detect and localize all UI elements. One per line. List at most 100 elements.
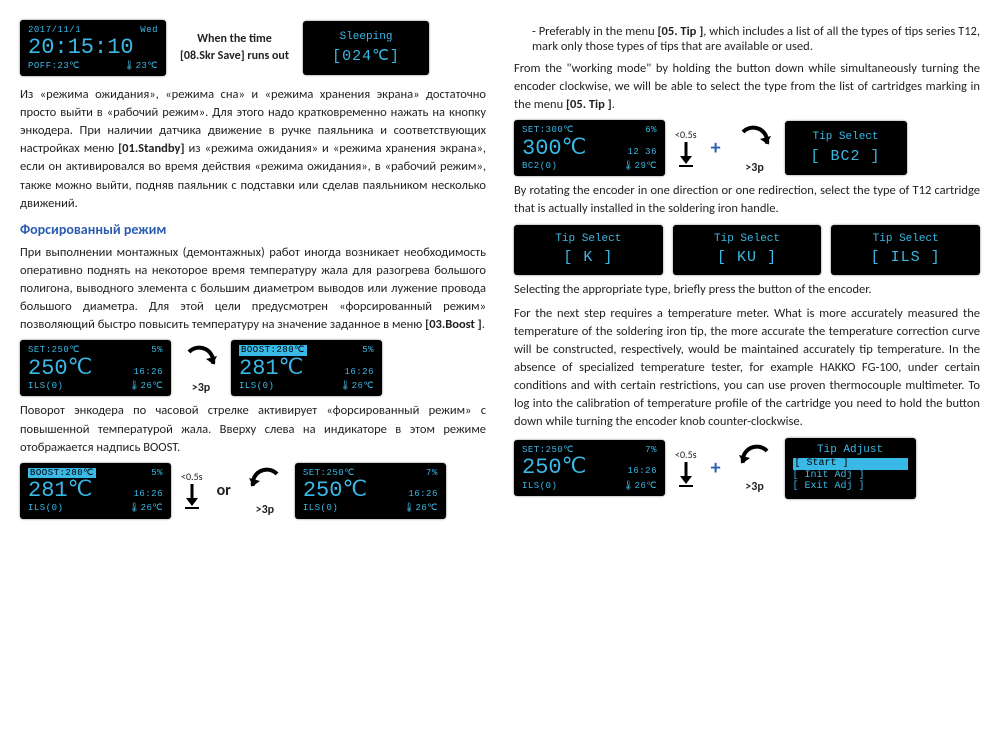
t: ILS(0) bbox=[239, 381, 274, 391]
t: [ KU ] bbox=[677, 249, 818, 266]
t: 250℃ bbox=[28, 356, 92, 381]
lcd-select-after: Tip Select [ BC2 ] bbox=[785, 121, 907, 175]
para-calibration: For the next step requires a temperature… bbox=[514, 305, 980, 432]
para-standby-bold: [01.Standby] bbox=[118, 141, 184, 156]
t: 16:26 bbox=[133, 489, 163, 499]
para-boost-b: . bbox=[482, 317, 485, 332]
t: SET:250℃ bbox=[303, 468, 355, 478]
t: 🌡26℃ bbox=[129, 381, 163, 391]
curved-arrow-cw-icon bbox=[735, 122, 775, 162]
t: [ Init Adj ] bbox=[793, 470, 908, 482]
lcd-exit-after: SET:250℃7% 250℃16:26 ILS(0)🌡26℃ bbox=[295, 463, 446, 519]
adj-press: <0.5s bbox=[675, 449, 697, 488]
lcd-clock: 2017/11/1 Wed 20:15:10 POFF:23℃ 🌡23℃ bbox=[20, 20, 166, 76]
t: 7% bbox=[426, 468, 438, 478]
header-caption-l1: When the time bbox=[197, 32, 272, 46]
t: 🌡26℃ bbox=[404, 503, 438, 513]
boost-arrow-label: >3p bbox=[192, 382, 211, 395]
t: BC2(0) bbox=[522, 161, 557, 171]
t: 🌡26℃ bbox=[340, 381, 374, 391]
lcd-time: 20:15:10 bbox=[28, 35, 158, 60]
section-title-boost: Форсированный режим bbox=[20, 221, 486, 238]
press-arrow: <0.5s bbox=[181, 471, 203, 510]
lcd-sleeping-l2: [024℃] bbox=[311, 48, 421, 65]
para-rotate-select: By rotating the encoder in one direction… bbox=[514, 182, 980, 218]
sel-press: <0.5s bbox=[675, 129, 697, 168]
lcd-boost-after: BOOST:280℃ 5% 281℃ 16:26 ILS(0) 🌡26℃ bbox=[231, 340, 382, 396]
t: [ Exit Adj ] bbox=[793, 481, 908, 493]
lcd-sleeping-l1: Sleeping bbox=[311, 31, 421, 44]
curved-arrow-ccw-icon bbox=[245, 464, 285, 504]
header-row: 2017/11/1 Wed 20:15:10 POFF:23℃ 🌡23℃ When … bbox=[20, 20, 486, 76]
adj-rot: >3p bbox=[735, 441, 775, 494]
t: Tip Select bbox=[835, 233, 976, 246]
para-boost-bold: [03.Boost ] bbox=[425, 317, 482, 332]
t: Tip Select bbox=[677, 233, 818, 246]
t: >3p bbox=[745, 481, 764, 494]
lcd-day: Wed bbox=[140, 25, 158, 35]
t: <0.5s bbox=[675, 449, 697, 460]
para-boost-desc: Поворот энкодера по часовой стрелке акти… bbox=[20, 402, 486, 456]
t: [ BC2 ] bbox=[791, 148, 901, 165]
rot-arrow: >3p bbox=[245, 464, 285, 517]
bullet-list: Preferably in the menu [05. Tip ], which… bbox=[514, 24, 980, 54]
lcd-temp: 🌡23℃ bbox=[124, 61, 158, 71]
lcd-boost-before: SET:250℃ 5% 250℃ 16:26 ILS(0) 🌡26℃ bbox=[20, 340, 171, 396]
t: . bbox=[612, 97, 615, 112]
t: 7% bbox=[645, 445, 657, 455]
t: [ ILS ] bbox=[835, 249, 976, 266]
t: SET:250℃ bbox=[28, 345, 80, 355]
t: BOOST:280℃ bbox=[28, 468, 96, 478]
t: BOOST:280℃ bbox=[239, 345, 307, 355]
sel-rot: >3p bbox=[735, 122, 775, 175]
tip-select-triple: Tip Select [ K ] Tip Select [ KU ] Tip S… bbox=[514, 225, 980, 275]
t: [05. Tip ] bbox=[658, 24, 704, 39]
t: 16:26 bbox=[133, 367, 163, 377]
t: 🌡26℃ bbox=[129, 503, 163, 513]
t: 6% bbox=[645, 125, 657, 135]
press-label: <0.5s bbox=[181, 471, 203, 482]
t: 16:26 bbox=[344, 367, 374, 377]
down-arrow-icon bbox=[676, 140, 696, 168]
lcd-adjust-before: SET:250℃7% 250℃16:26 ILS(0)🌡26℃ bbox=[514, 440, 665, 496]
t: 5% bbox=[151, 345, 163, 355]
rot-label: >3p bbox=[256, 504, 275, 517]
t: 🌡26℃ bbox=[623, 481, 657, 491]
lcd-select-before: SET:300℃6% 300℃12 36 BC2(0)🌡29℃ bbox=[514, 120, 665, 176]
t: [05. Tip ] bbox=[566, 97, 612, 112]
t: 12 36 bbox=[627, 147, 657, 157]
curved-arrow-cw-icon bbox=[181, 342, 221, 382]
lcd-poff: POFF:23℃ bbox=[28, 61, 80, 71]
t: 16:26 bbox=[408, 489, 438, 499]
para-boost: При выполнении монтажных (демонтажных) р… bbox=[20, 244, 486, 335]
down-arrow-icon bbox=[676, 460, 696, 488]
lcd-exit-before: BOOST:280℃5% 281℃16:26 ILS(0)🌡26℃ bbox=[20, 463, 171, 519]
para-working-mode: From the "working mode" by holding the b… bbox=[514, 60, 980, 114]
or-label: or bbox=[213, 481, 235, 500]
down-arrow-icon bbox=[182, 482, 202, 510]
t: <0.5s bbox=[675, 129, 697, 140]
t: 281℃ bbox=[239, 356, 303, 381]
t: [ Start ] bbox=[793, 458, 908, 470]
t: 5% bbox=[362, 345, 374, 355]
t: Tip Adjust bbox=[793, 444, 908, 457]
para-boost-a: При выполнении монтажных (демонтажных) р… bbox=[20, 245, 486, 333]
plus-icon: + bbox=[707, 456, 725, 480]
t: ILS(0) bbox=[28, 381, 63, 391]
lcd-sleeping: Sleeping [024℃] bbox=[303, 21, 429, 75]
curved-arrow-ccw-icon bbox=[735, 441, 775, 481]
right-column: Preferably in the menu [05. Tip ], which… bbox=[514, 20, 980, 525]
boost-exit-row: BOOST:280℃5% 281℃16:26 ILS(0)🌡26℃ <0.5s … bbox=[20, 463, 486, 519]
t: Preferably in the menu bbox=[539, 24, 658, 39]
lcd-tip-ku: Tip Select [ KU ] bbox=[673, 225, 822, 275]
left-column: 2017/11/1 Wed 20:15:10 POFF:23℃ 🌡23℃ When … bbox=[20, 20, 486, 525]
t: [ K ] bbox=[518, 249, 659, 266]
tip-select-row: SET:300℃6% 300℃12 36 BC2(0)🌡29℃ <0.5s + … bbox=[514, 120, 980, 176]
lcd-date: 2017/11/1 bbox=[28, 25, 81, 35]
t: SET:250℃ bbox=[522, 445, 574, 455]
t: Tip Select bbox=[791, 131, 901, 144]
t: 16:26 bbox=[627, 466, 657, 476]
t: ILS(0) bbox=[303, 503, 338, 513]
t: ILS(0) bbox=[522, 481, 557, 491]
header-caption: When the time [08.Skr Save] runs out bbox=[180, 31, 289, 65]
